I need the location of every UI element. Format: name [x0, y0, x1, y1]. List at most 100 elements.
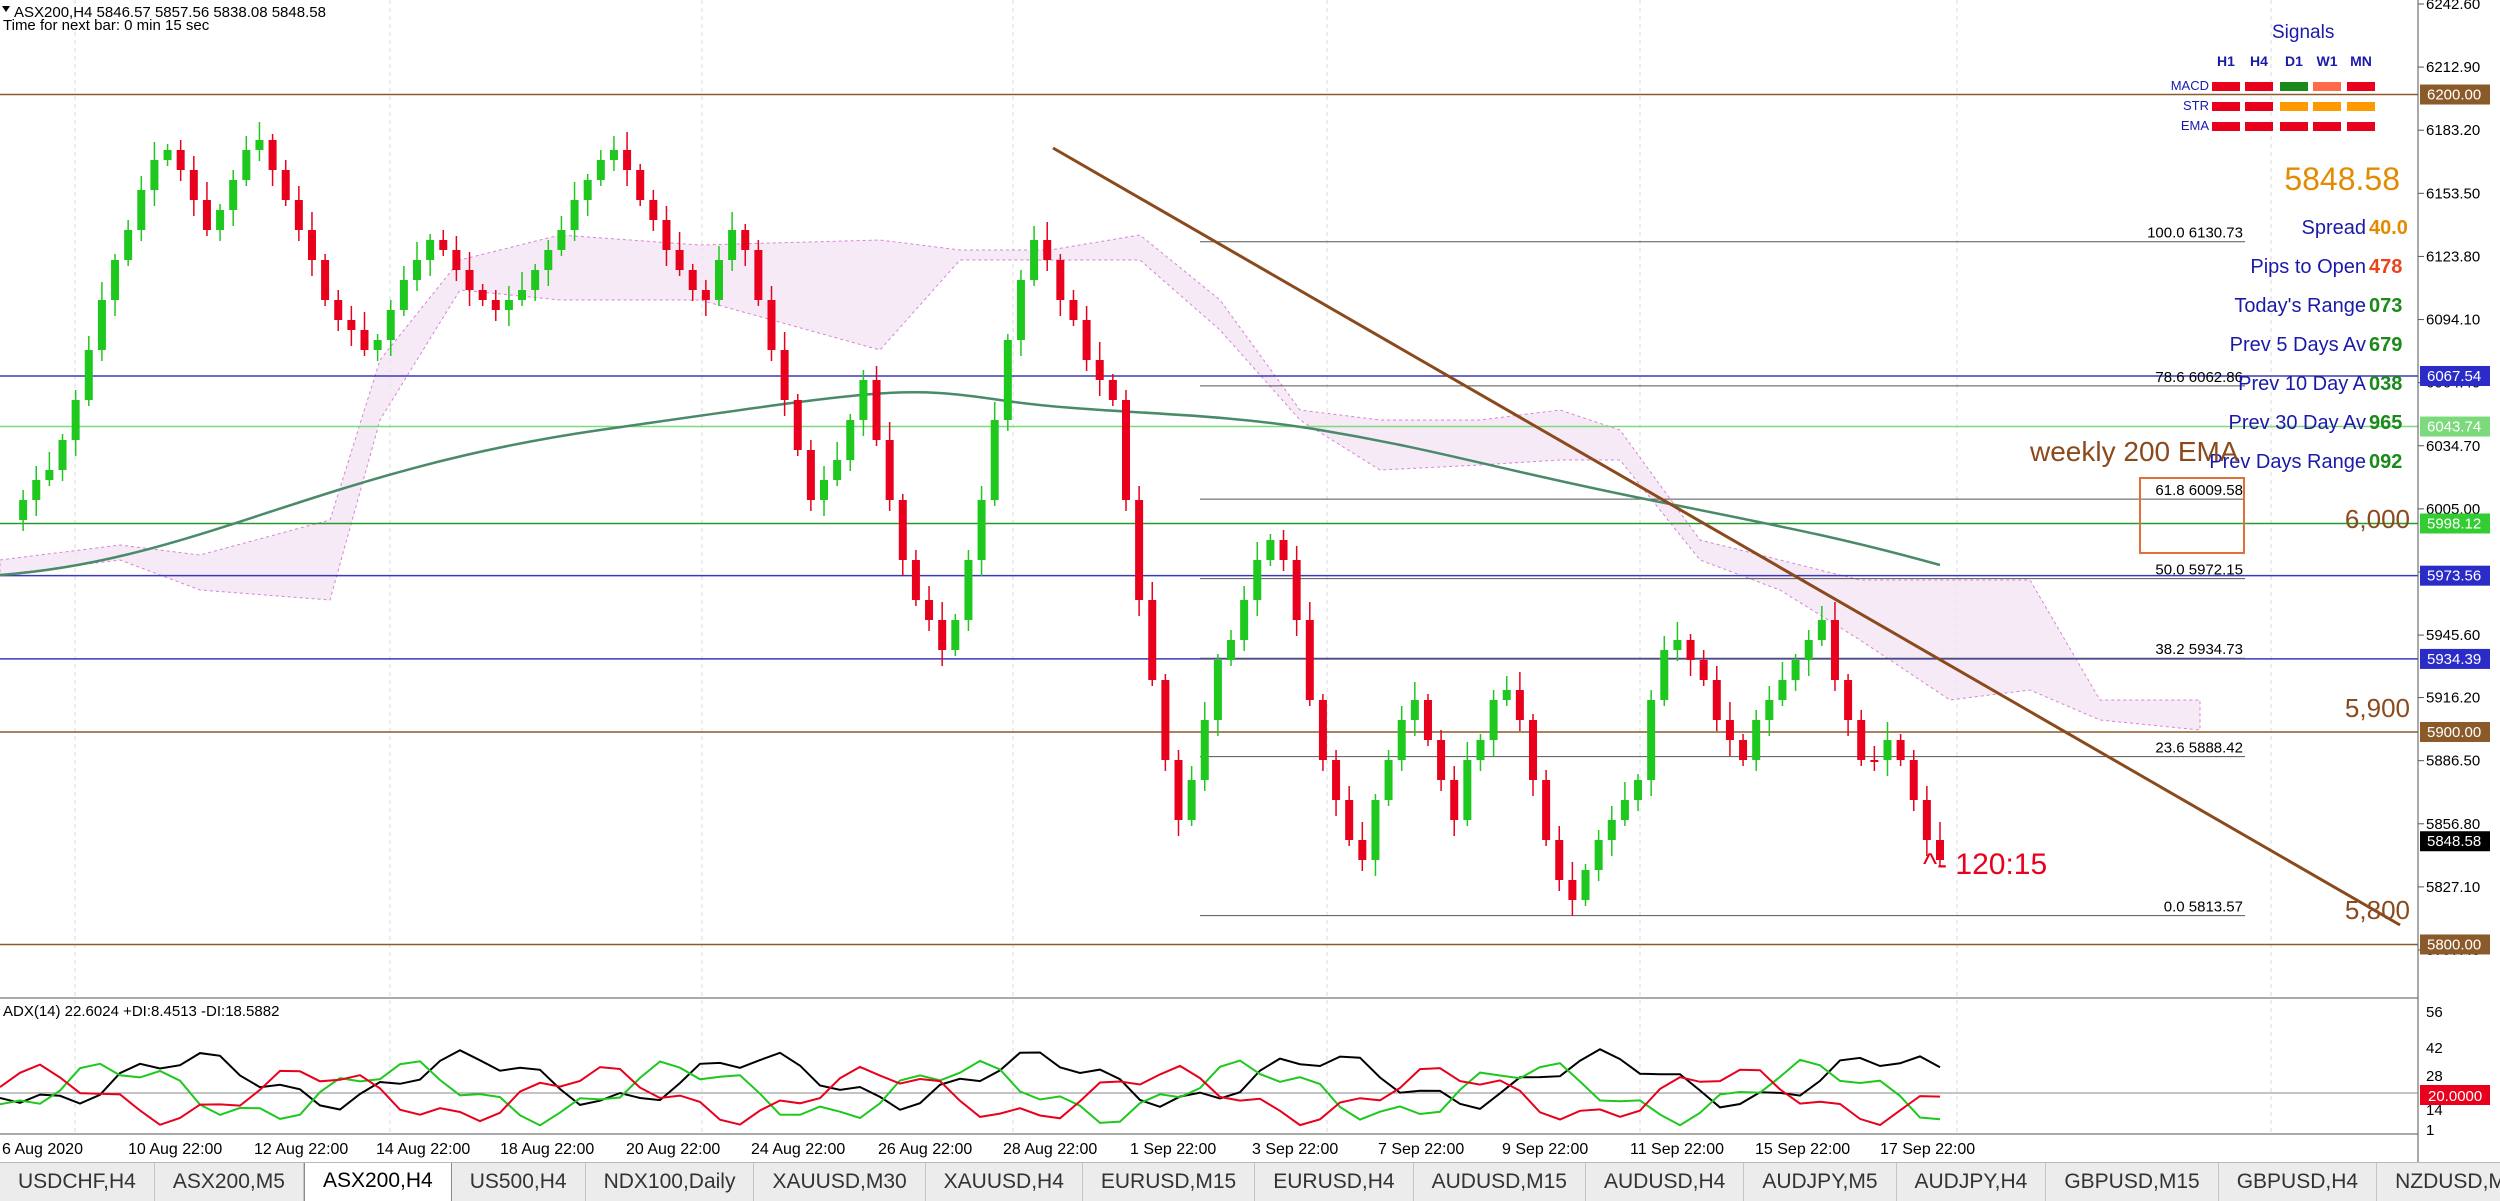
candle-body: [84, 350, 93, 400]
adx-tick-label: 1: [2426, 1122, 2434, 1139]
candle-body: [439, 240, 448, 250]
fib-label: 50.0 5972.15: [2155, 562, 2243, 579]
time-label: 26 Aug 22:00: [878, 1141, 972, 1158]
level-box: [2139, 477, 2245, 554]
tab-chart[interactable]: AUDJPY,M5: [1744, 1163, 1897, 1201]
candle-body: [1200, 720, 1209, 780]
candle-body: [1332, 760, 1341, 800]
candle-body: [1279, 540, 1288, 560]
tab-chart[interactable]: NZDUSD,M15: [2377, 1163, 2500, 1201]
price-tick-label: 5886.50: [2426, 753, 2480, 770]
chart-menu-icon[interactable]: [2, 6, 10, 12]
fib-label: 38.2 5934.73: [2155, 641, 2243, 658]
tab-chart[interactable]: US500,H4: [452, 1163, 586, 1201]
tab-chart[interactable]: EURUSD,H4: [1255, 1163, 1414, 1201]
candle-body: [1161, 680, 1170, 760]
candle-body: [1318, 700, 1327, 760]
price-tag-label: 5998.12: [2427, 515, 2481, 532]
tab-chart[interactable]: ASX200,H4: [303, 1163, 452, 1201]
candle-body: [1410, 700, 1419, 720]
info-row-value: 965: [2369, 412, 2402, 434]
candle-body: [1791, 660, 1800, 680]
candle-body: [1108, 380, 1117, 400]
time-label: 10 Aug 22:00: [128, 1141, 222, 1158]
candle-body: [163, 150, 172, 160]
candle-body: [124, 230, 133, 260]
signal-row-label: MACD: [2171, 78, 2209, 93]
price-chart[interactable]: 100.0 6130.73 78.6 6062.86 61.8 6009.58 50.…: [0, 0, 2500, 1162]
price-tag: [2420, 365, 2490, 386]
signal-row-label: EMA: [2181, 118, 2210, 133]
candle-body: [1476, 740, 1485, 760]
candle-body: [294, 200, 303, 230]
candle-body: [675, 250, 684, 270]
time-label: 1 Sep 22:00: [1130, 1141, 1216, 1158]
candle-body: [990, 420, 999, 500]
price-tag: [2420, 84, 2490, 105]
time-label: 3 Sep 22:00: [1252, 1141, 1338, 1158]
price-tick-label: 6094.10: [2426, 312, 2480, 329]
candle-body: [1069, 300, 1078, 320]
tab-chart[interactable]: NDX100,Daily: [586, 1163, 755, 1201]
candle-body: [307, 230, 316, 260]
signal-column-label: W1: [2317, 53, 2338, 69]
candle-body: [977, 500, 986, 560]
trendline[interactable]: [1052, 146, 2401, 927]
price-tag: [2420, 648, 2490, 669]
tab-chart[interactable]: GBPUSD,M15: [2046, 1163, 2219, 1201]
candle-body: [964, 560, 973, 620]
price-tick-label: 6242.60: [2426, 0, 2480, 13]
candle-body: [741, 230, 750, 250]
adx-tick-label: 14: [2426, 1102, 2443, 1119]
price-tick-label: 6183.20: [2426, 122, 2480, 139]
candle-body: [1712, 680, 1721, 720]
time-axis-labels: 6 Aug 2020 10 Aug 22:00 12 Aug 22:00 14 Aug…: [2, 1141, 1975, 1158]
info-row-label: Pips to Open: [2250, 256, 2366, 278]
candle-body: [32, 480, 41, 500]
tab-chart[interactable]: XAUUSD,M30: [754, 1163, 926, 1201]
adx-level-tag: [2420, 1085, 2490, 1105]
candle-body: [872, 380, 881, 440]
price-tag: [2420, 831, 2490, 852]
tab-chart[interactable]: XAUUSD,H4: [926, 1163, 1083, 1201]
candle-body: [465, 270, 474, 290]
info-row-value: 478: [2369, 256, 2402, 278]
candle-body: [216, 210, 225, 230]
price-tick-label: 6123.80: [2426, 248, 2480, 265]
candle-body: [1463, 760, 1472, 820]
price-tick-label: 5827.10: [2426, 879, 2480, 896]
candle-body: [1739, 740, 1748, 760]
candle-body: [649, 200, 658, 220]
time-label: 24 Aug 22:00: [751, 1141, 845, 1158]
tab-chart[interactable]: AUDUSD,H4: [1586, 1163, 1745, 1201]
signal-cell: [2347, 82, 2375, 91]
info-row-label: Prev 10 Day A: [2238, 373, 2367, 395]
candle-body: [662, 220, 671, 250]
tab-chart[interactable]: USDCHF,H4: [0, 1163, 155, 1201]
adx-line: [0, 1048, 1941, 1111]
adx-tick-label: 56: [2426, 1004, 2443, 1021]
signal-cell: [2280, 102, 2308, 111]
time-label: 14 Aug 22:00: [376, 1141, 470, 1158]
candle-body: [1647, 700, 1656, 780]
tab-chart[interactable]: GBPUSD,H4: [2219, 1163, 2378, 1201]
candle-body: [229, 180, 238, 210]
candle-body: [714, 260, 723, 300]
tab-chart[interactable]: AUDJPY,H4: [1897, 1163, 2047, 1201]
candle-body: [1765, 700, 1774, 720]
info-row-value: 679: [2369, 334, 2402, 356]
signal-column-label: H1: [2217, 53, 2235, 69]
candle-body: [1266, 540, 1275, 560]
price-tag: [2420, 513, 2490, 534]
candle-body: [780, 350, 789, 400]
candle-body: [19, 500, 28, 520]
signal-column-label: MN: [2350, 53, 2372, 69]
candle-body: [1555, 840, 1564, 880]
tab-chart[interactable]: ASX200,M5: [155, 1163, 304, 1201]
candle-body: [938, 620, 947, 650]
tab-chart[interactable]: AUDUSD,M15: [1414, 1163, 1586, 1201]
downtrend-line[interactable]: [1052, 146, 2401, 927]
tab-chart[interactable]: EURUSD,M15: [1083, 1163, 1256, 1201]
candle-body: [202, 200, 211, 230]
candle-body: [754, 250, 763, 300]
